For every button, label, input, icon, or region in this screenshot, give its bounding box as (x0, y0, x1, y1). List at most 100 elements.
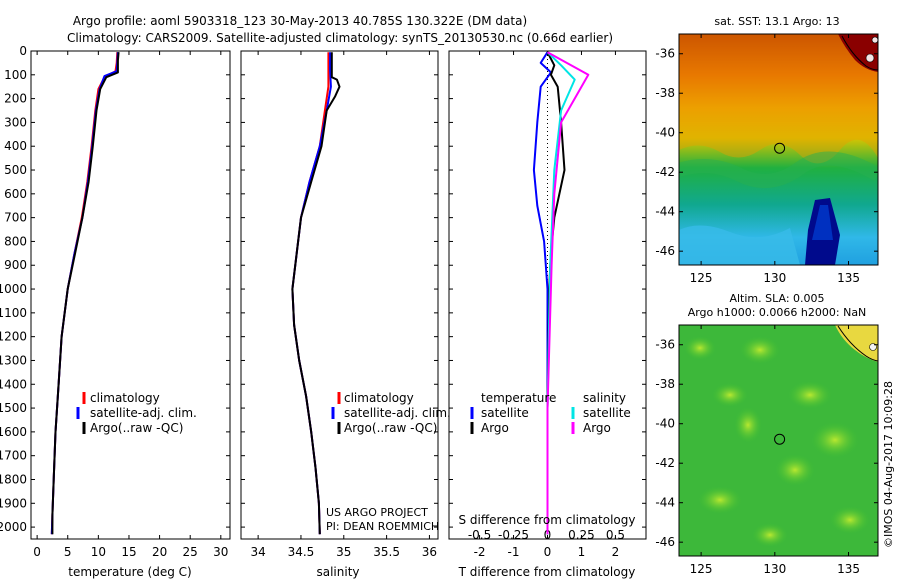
sla-map-image (679, 325, 878, 556)
sst-map-lon-label: 135 (837, 271, 860, 285)
legend-climatology: climatology (90, 391, 160, 405)
salinity-axis-ticks: 34 34.5 35 35.5 36 (241, 50, 438, 559)
temperature-xlabel: temperature (deg C) (68, 565, 191, 579)
sst-map-lat-label: -38 (655, 86, 675, 100)
legend-temperature-title: temperature (481, 391, 556, 405)
depth-tick-label: 1700 (0, 449, 27, 463)
temperature-xtick-label: 30 (213, 545, 228, 559)
depth-tick-label: 300 (4, 115, 27, 129)
sst-map-lat-label: -44 (655, 205, 675, 219)
salinity-xtick-label: 35 (336, 545, 351, 559)
depth-tick-label: 1800 (0, 472, 27, 486)
sla-map-lat-label: -40 (655, 417, 675, 431)
sla-map-title-2: Argo h1000: 0.0066 h2000: NaN (688, 306, 867, 319)
sla-float-marker (774, 433, 786, 445)
depth-tick-label: 1600 (0, 425, 27, 439)
depth-tick-label: 1100 (0, 306, 27, 320)
temperature-series-satellite-adj-clim (50, 52, 119, 535)
temperature-panel (30, 50, 231, 540)
depth-tick-label: 1300 (0, 353, 27, 367)
temperature-xtick-label: 10 (91, 545, 106, 559)
temperature-xtick-label: 15 (121, 545, 136, 559)
depth-tick-label: 1200 (0, 330, 27, 344)
temperature-xtick-label: 25 (183, 545, 198, 559)
difference-t-tick-label: 1 (578, 545, 586, 559)
difference-t-tick-label: 0 (544, 545, 552, 559)
legend-s-argo: Argo (583, 421, 611, 435)
salinity-legend: climatology satellite-adj. clim. Argo(..… (331, 391, 451, 435)
salinity-series (291, 52, 341, 535)
sla-map-lat-label: -46 (655, 535, 675, 549)
sla-map-lat-label: -36 (655, 338, 675, 352)
sst-map-lat-label: -42 (655, 165, 675, 179)
depth-tick-label: 0 (19, 44, 27, 58)
sla-map-lat-label: -38 (655, 377, 675, 391)
sst-map-lat-label: -46 (655, 244, 675, 258)
depth-tick-label: 1500 (0, 401, 27, 415)
legend-satellite: satellite-adj. clim. (344, 406, 451, 420)
sla-map-lon-label: 125 (690, 562, 713, 576)
difference-s-tick-label: -0.5 (468, 528, 491, 542)
depth-tick-label: 1400 (0, 377, 27, 391)
depth-tick-label: 600 (4, 187, 27, 201)
sla-map-lat-label: -42 (655, 456, 675, 470)
difference-series (532, 51, 590, 539)
sst-map-lat-label: -36 (655, 47, 675, 61)
temperature-series (50, 52, 120, 535)
depth-tick-label: 700 (4, 211, 27, 225)
difference-s-tick-label: 0.25 (568, 528, 595, 542)
legend-climatology: climatology (344, 391, 414, 405)
sla-map-frame (678, 324, 879, 557)
depth-tick-label: 1000 (0, 282, 27, 296)
sst-map-lon-label: 125 (690, 271, 713, 285)
sst-map-lon-label: 130 (763, 271, 786, 285)
sst-map-lat-label: -40 (655, 126, 675, 140)
temperature-xtick-label: 20 (152, 545, 167, 559)
salinity-xlabel: salinity (316, 565, 359, 579)
salinity-xtick-label: 34.5 (288, 545, 315, 559)
temperature-xtick-label: 0 (33, 545, 41, 559)
legend-argo: Argo(..raw -QC) (90, 421, 183, 435)
depth-tick-label: 100 (4, 68, 27, 82)
depth-tick-label: 400 (4, 139, 27, 153)
difference-series-s-argo (546, 51, 590, 535)
difference-t-tick-label: -1 (508, 545, 520, 559)
sla-map-title-1: Altim. SLA: 0.005 (729, 292, 824, 305)
temperature-xtick-label: 5 (64, 545, 72, 559)
project-credit-line-2: PI: DEAN ROEMMICH (326, 520, 439, 533)
sst-map-frame (678, 33, 879, 266)
difference-legend: temperature satellite Argo salinity sate… (470, 391, 631, 435)
depth-tick-label: 200 (4, 92, 27, 106)
salinity-panel (240, 50, 439, 540)
difference-t-tick-label: -2 (474, 545, 486, 559)
sla-map-lat-label: -44 (655, 496, 675, 510)
salinity-xtick-label: 35.5 (373, 545, 400, 559)
legend-satellite: satellite-adj. clim. (90, 406, 197, 420)
difference-s-tick-label: -0.25 (498, 528, 529, 542)
sst-map-image (679, 34, 878, 265)
temperature-series-climatology (50, 52, 119, 535)
depth-tick-label: 800 (4, 234, 27, 248)
legend-s-satellite: satellite (583, 406, 631, 420)
difference-t-tick-label: 2 (612, 545, 620, 559)
difference-s-tick-label: 0.5 (606, 528, 625, 542)
depth-tick-label: 900 (4, 258, 27, 272)
sst-float-marker (774, 142, 786, 154)
depth-tick-label: 1900 (0, 496, 27, 510)
temperature-legend: climatology satellite-adj. clim. Argo(..… (76, 391, 197, 435)
difference-series-t-satellite (532, 51, 552, 535)
legend-salinity-title: salinity (583, 391, 626, 405)
legend-argo: Argo(..raw -QC) (344, 421, 437, 435)
legend-t-argo: Argo (481, 421, 509, 435)
temperature-series-argo-raw-qc (51, 52, 120, 535)
header-line-2: Climatology: CARS2009. Satellite-adjuste… (67, 31, 613, 45)
salinity-series-argo-raw-qc (291, 52, 341, 535)
sst-map-ticks: 125 130 135 -36 -38 -40 -42 -44 -46 (655, 34, 878, 285)
depth-tick-label: 500 (4, 163, 27, 177)
salinity-xtick-label: 36 (422, 545, 437, 559)
legend-t-satellite: satellite (481, 406, 529, 420)
temperature-axis-ticks: 0 5 10 15 20 25 300100200300400500600700800900… (0, 44, 230, 559)
sst-map-title: sat. SST: 13.1 Argo: 13 (714, 15, 839, 28)
